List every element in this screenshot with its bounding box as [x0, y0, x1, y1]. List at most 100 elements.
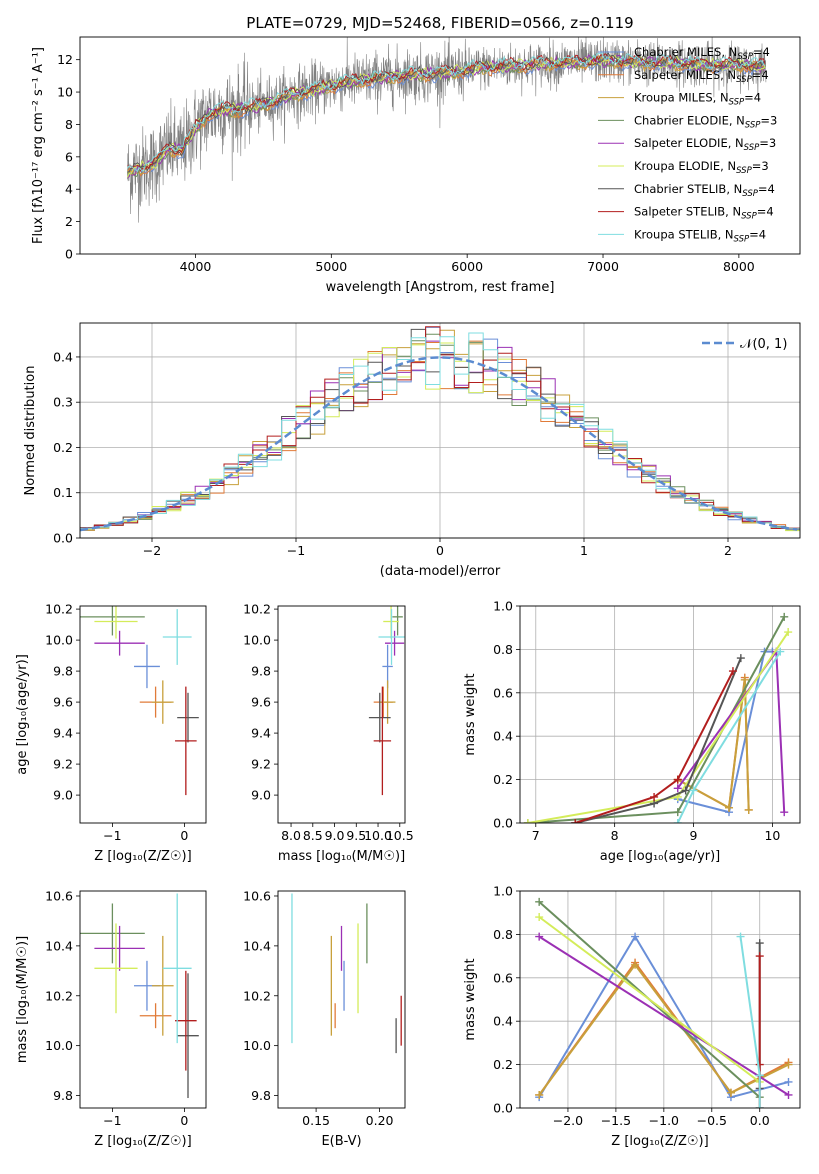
weight-marker: [673, 819, 682, 823]
age-z-frame: [79, 605, 207, 824]
weight-marker: [755, 1104, 764, 1108]
mass-ebv-ytick-label: 10.6: [243, 888, 271, 903]
age-z-overlay: −1 0 9.0 9.2 9.4 9.6 9.8 10.0 10.2 Z [log₁₀(Z/Z☉)…: [15, 602, 207, 864]
weight-marker: [728, 667, 737, 676]
spectrum-ytick-label: 10: [57, 85, 73, 100]
age-mass-ytick-label: 9.6: [251, 695, 271, 710]
weight-z-xtick-label: 0.0: [750, 1113, 770, 1128]
figure-title: PLATE=0729, MJD=52468, FIBERID=0566, z=0…: [246, 14, 633, 32]
weight-age-plot-area: [523, 612, 793, 823]
mass-ebv-plot-area: [291, 893, 402, 1054]
residuals-overlay: 𝒩(0, 1) −2 −1 0 1 2 0.0 0.1 0.2 0.3 0.4 (data-model…: [23, 322, 801, 579]
weight-z-xtick-label: −1.5: [601, 1113, 631, 1128]
weight-marker: [535, 897, 544, 906]
mass-ebv-axes: 0.15 0.20 9.8 10.0 10.2 10.4 10.6 E(B-V): [243, 888, 406, 1149]
weight-marker: [755, 1060, 764, 1069]
weight-marker: [725, 803, 734, 812]
legend-entry: Salpeter MILES, NSSP=4: [634, 68, 769, 85]
weight-age-ytick-label: 1.0: [493, 599, 513, 614]
weight-marker: [631, 932, 640, 941]
spectrum-ylabel: Flux [fλ10⁻¹⁷ erg cm⁻² s⁻¹ A⁻¹]: [31, 47, 46, 244]
residuals-xtick-label: −1: [287, 543, 305, 558]
mass-ebv-xtick-label: 0.20: [366, 1113, 394, 1128]
weight-z-xtick-label: −0.5: [697, 1113, 727, 1128]
residuals-ytick-label: 0.0: [53, 531, 73, 546]
mass-ebv-ytick-label: 9.8: [251, 1088, 271, 1103]
weight-marker: [784, 1090, 793, 1099]
age-mass-ytick-label: 10.0: [243, 633, 271, 648]
mass-ebv-ytick-label: 10.2: [243, 988, 271, 1003]
mass-z-ytick-label: 10.2: [45, 988, 73, 1003]
weight-age-xtick-label: 7: [532, 828, 540, 843]
age-z-ytick-label: 9.2: [53, 757, 73, 772]
weight-marker: [535, 932, 544, 941]
weight-z-ylabel: mass weight: [463, 958, 478, 1040]
mass-z-ytick-label: 10.0: [45, 1038, 73, 1053]
age-mass-xtick-label: 8.0: [281, 828, 301, 843]
weight-marker: [681, 786, 690, 795]
weight-z-ytick-label: 0.0: [493, 1101, 513, 1116]
weight-age-xtick-label: 9: [690, 828, 698, 843]
age-mass-xtick-label: 9.0: [325, 828, 345, 843]
spectrum-xtick-label: 6000: [451, 259, 483, 274]
age-z-ytick-label: 10.2: [45, 602, 73, 617]
residuals-xtick-label: 0: [436, 543, 444, 558]
gaussian-legend-label: 𝒩(0, 1): [740, 337, 787, 352]
weight-marker: [631, 960, 640, 969]
weight-age-xtick-label: 8: [611, 828, 619, 843]
spectrum-xtick-label: 8000: [723, 259, 755, 274]
spectrum-xlabel: wavelength [Angstrom, rest frame]: [326, 280, 555, 295]
residuals-axes: 𝒩(0, 1) −2 −1 0 1 2 0.0 0.1 0.2 0.3 0.4 (data-model…: [23, 322, 801, 579]
age-mass-ytick-label: 9.2: [251, 757, 271, 772]
age-z-axes: −1 0 9.0 9.2 9.4 9.6 9.8 10.0 10.2 Z [log₁₀(Z/Z☉)…: [15, 602, 207, 864]
legend-entry: Chabrier ELODIE, NSSP=3: [634, 113, 777, 130]
spectrum-xtick-label: 7000: [587, 259, 619, 274]
age-mass-frame: [277, 605, 406, 824]
weight-marker: [535, 913, 544, 922]
mass-z-xtick-label: 0: [180, 1113, 188, 1128]
mass-ebv-frame: [277, 890, 406, 1109]
mass-z-ytick-label: 10.6: [45, 888, 73, 903]
weight-marker: [736, 654, 745, 663]
weight-z-xtick-label: −1.0: [649, 1113, 679, 1128]
weight-marker: [780, 612, 789, 621]
weight-marker: [755, 952, 764, 961]
age-mass-ytick-label: 9.8: [251, 664, 271, 679]
weight-marker: [523, 819, 532, 823]
weight-marker: [784, 628, 793, 637]
age-z-ytick-label: 9.6: [53, 695, 73, 710]
weight-marker: [673, 784, 682, 793]
spectrum-ytick-label: 4: [65, 182, 73, 197]
age-mass-xtick-label: 8.5: [303, 828, 323, 843]
age-mass-xtick-label: 9.5: [346, 828, 366, 843]
weight-z-ytick-label: 0.2: [493, 1057, 513, 1072]
age-z-xtick-label: −1: [103, 828, 121, 843]
mass-z-ytick-label: 9.8: [53, 1088, 73, 1103]
age-z-ytick-label: 9.4: [53, 726, 73, 741]
model-spectrum-kroupa-stelib: [127, 52, 766, 173]
weight-line-kroupa-elodie: [538, 916, 761, 1083]
spectrum-frame: [79, 36, 801, 255]
weight-marker: [689, 786, 698, 795]
weight-age-ytick-label: 0.2: [493, 772, 513, 787]
weight-marker: [780, 808, 789, 817]
weight-age-ytick-label: 0.6: [493, 685, 513, 700]
age-mass-ytick-label: 9.0: [251, 788, 271, 803]
weight-marker: [650, 792, 659, 801]
weight-z-ytick-label: 1.0: [493, 884, 513, 899]
weight-marker: [740, 675, 749, 684]
legend-entry: Kroupa MILES, NSSP=4: [634, 91, 761, 108]
weight-age-ylabel: mass weight: [463, 673, 478, 755]
weight-marker: [784, 1077, 793, 1086]
weight-age-ytick-label: 0.4: [493, 729, 513, 744]
histogram-kroupa-stelib: [80, 332, 800, 538]
weight-marker: [776, 647, 785, 656]
mass-z-xlabel: Z [log₁₀(Z/Z☉)]: [94, 1134, 191, 1149]
residuals-ytick-label: 0.3: [53, 395, 73, 410]
weight-z-frame: [519, 890, 801, 1109]
weight-z-axes: −2.0 −1.5 −1.0 −0.5 0.0 0.0 0.2 0.4 0.6 0.8 1.0 Z […: [463, 884, 801, 1149]
weight-age-overlay: 7 8 9 10 0.0 0.2 0.4 0.6 0.8 1.0 age [log₁₀(age/yr…: [463, 599, 801, 864]
legend-entry: Salpeter ELODIE, NSSP=3: [634, 136, 776, 153]
legend-entry: Chabrier MILES, NSSP=4: [634, 45, 770, 62]
